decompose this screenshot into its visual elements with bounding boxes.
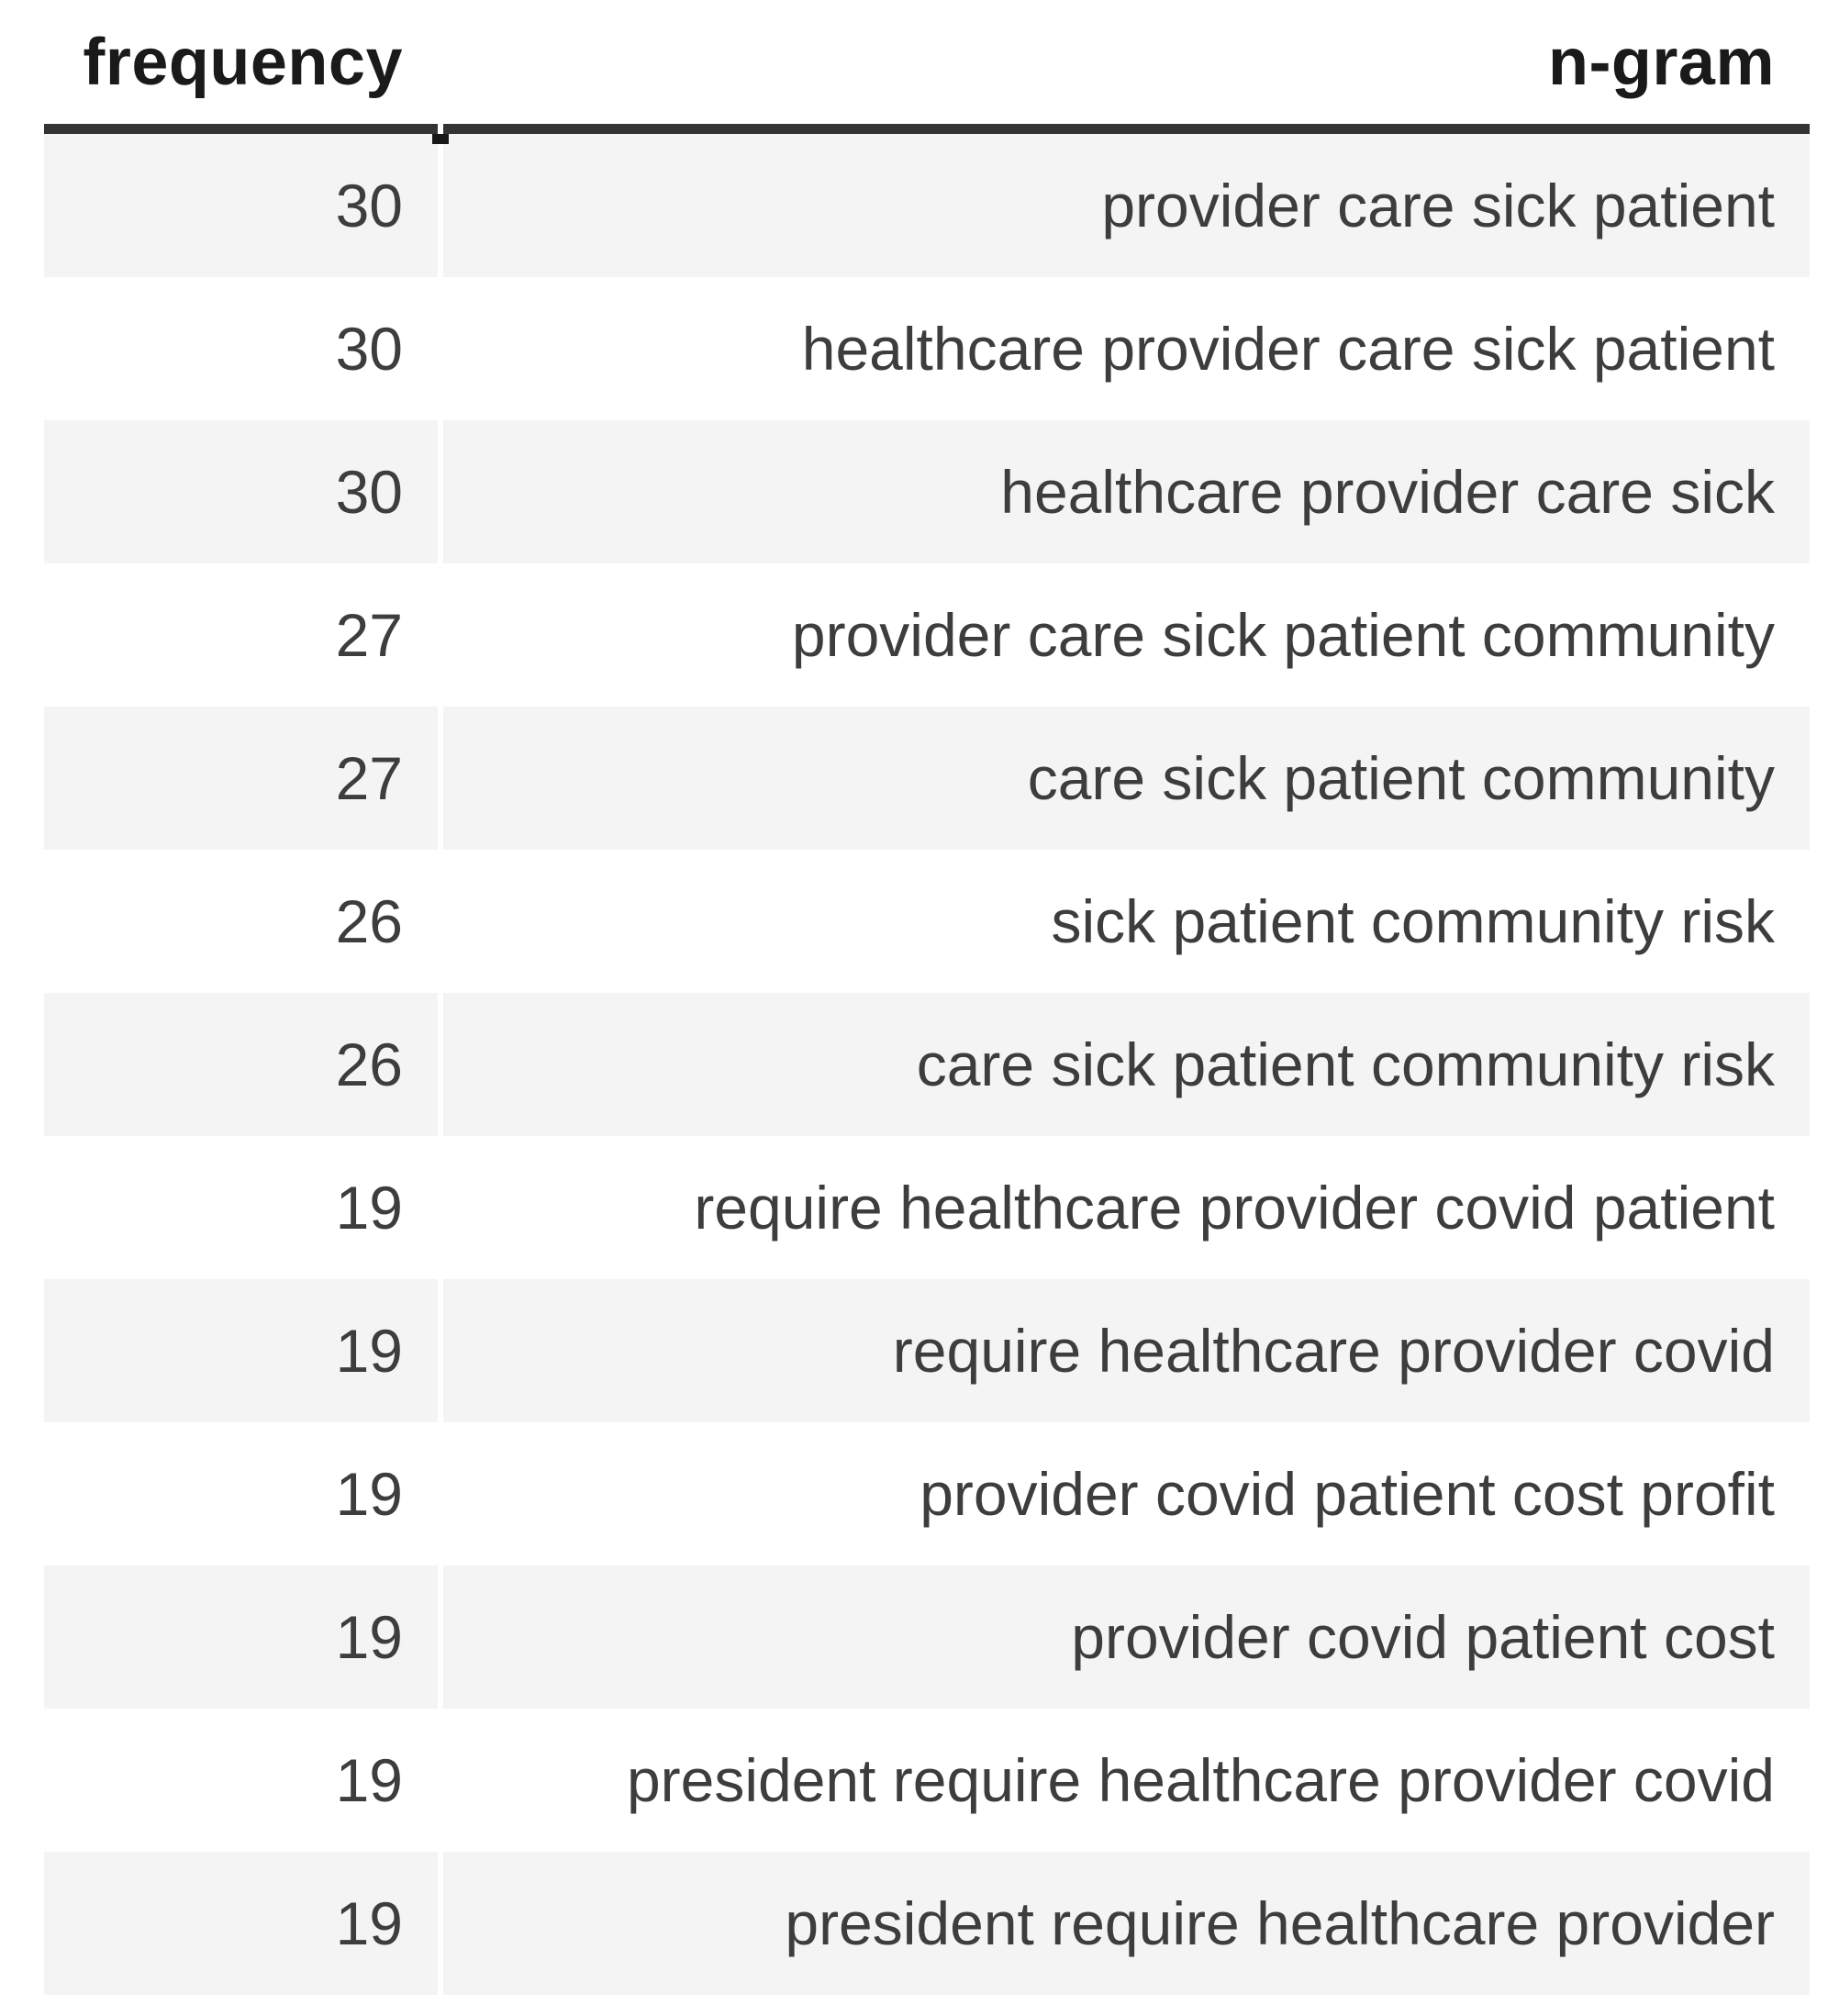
frequency-cell: 19 — [44, 1565, 438, 1709]
table-row: 27 care sick patient community — [44, 707, 1810, 850]
table-row: 30 healthcare provider care sick — [44, 420, 1810, 563]
table-row: 19 president require healthcare provider — [44, 1852, 1810, 1995]
frequency-cell: 19 — [335, 1746, 403, 1814]
table-body: 30 provider care sick patient 30 healthc… — [44, 134, 1810, 1995]
frequency-cell: 19 — [335, 1174, 403, 1242]
table-row: 26 care sick patient community risk — [44, 993, 1810, 1136]
frequency-cell: 27 — [335, 601, 403, 669]
table-row: 30 healthcare provider care sick patient — [44, 277, 1810, 420]
table-row: 19 provider covid patient cost profit — [44, 1422, 1810, 1565]
table-row: 26 sick patient community risk — [44, 850, 1810, 993]
table-row: 27 provider care sick patient community — [44, 563, 1810, 707]
table-row: 19 require healthcare provider covid pat… — [44, 1136, 1810, 1279]
ngram-frequency-table: frequency n-gram 30 provider care sick p… — [44, 0, 1810, 1995]
ngram-cell: provider covid patient cost profit — [920, 1460, 1775, 1528]
ngram-cell: care sick patient community — [443, 707, 1810, 850]
ngram-cell: require healthcare provider covid patien… — [694, 1174, 1775, 1242]
frequency-column-header: frequency — [44, 0, 438, 134]
frequency-cell: 19 — [335, 1460, 403, 1528]
frequency-cell: 30 — [44, 420, 438, 563]
ngram-cell: provider covid patient cost — [443, 1565, 1810, 1709]
ngram-cell: president require healthcare provider — [443, 1852, 1810, 1995]
table-row: 19 require healthcare provider covid — [44, 1279, 1810, 1422]
table-row: 19 provider covid patient cost — [44, 1565, 1810, 1709]
frequency-cell: 26 — [44, 993, 438, 1136]
frequency-cell: 19 — [44, 1852, 438, 1995]
ngram-cell: provider care sick patient community — [791, 601, 1775, 669]
frequency-cell: 30 — [44, 134, 438, 277]
frequency-cell: 30 — [335, 315, 403, 383]
frequency-cell: 27 — [44, 707, 438, 850]
header-rule-joint — [432, 134, 449, 144]
table-row: 19 president require healthcare provider… — [44, 1709, 1810, 1852]
ngram-cell: sick patient community risk — [1051, 887, 1775, 955]
ngram-cell: healthcare provider care sick patient — [801, 315, 1775, 383]
frequency-cell: 26 — [335, 887, 403, 955]
ngram-cell: provider care sick patient — [443, 134, 1810, 277]
ngram-cell: care sick patient community risk — [443, 993, 1810, 1136]
table-row: 30 provider care sick patient — [44, 134, 1810, 277]
ngram-column-header: n-gram — [443, 0, 1810, 134]
ngram-cell: require healthcare provider covid — [443, 1279, 1810, 1422]
ngram-cell: healthcare provider care sick — [443, 420, 1810, 563]
table-header-row: frequency n-gram — [44, 0, 1810, 144]
frequency-cell: 19 — [44, 1279, 438, 1422]
ngram-cell: president require healthcare provider co… — [626, 1746, 1775, 1814]
